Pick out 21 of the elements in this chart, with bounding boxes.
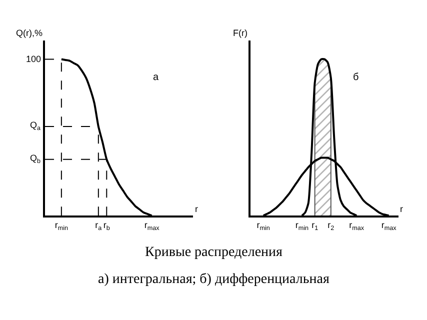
- ref-line-label: 100: [26, 54, 42, 64]
- x-tick-label: r$_{a}$: [95, 220, 102, 232]
- x-tick-label: r$_{min}$: [256, 220, 270, 232]
- y-axis-title: Q(r),%: [16, 28, 42, 38]
- x-axis-title: r: [195, 204, 198, 214]
- x-tick-label: r$_{max}$: [349, 220, 365, 232]
- annotation: б: [353, 72, 359, 83]
- y-axis-title: F(r): [233, 28, 248, 38]
- x-tick-label: r$_{max}$: [381, 220, 398, 232]
- annotation: а: [153, 72, 159, 83]
- x-tick-label: r$_{2}$: [328, 220, 335, 232]
- x-tick-label: r$_{max}$: [144, 220, 160, 232]
- x-axis-title: r: [400, 204, 403, 214]
- x-tick-label: r$_{min}$: [54, 220, 68, 232]
- x-tick-label: r$_{min}$: [295, 220, 310, 232]
- x-tick-label: r$_{b}$: [103, 220, 110, 232]
- ref-line-label: Q$_{b}$: [30, 153, 42, 165]
- ref-line-label: Q$_{a}$: [30, 120, 42, 132]
- x-tick-label: r$_{1}$: [312, 220, 319, 232]
- text: Кривые распределения: [145, 245, 284, 260]
- text: а) интегральная; б) дифференциальная: [98, 272, 330, 287]
